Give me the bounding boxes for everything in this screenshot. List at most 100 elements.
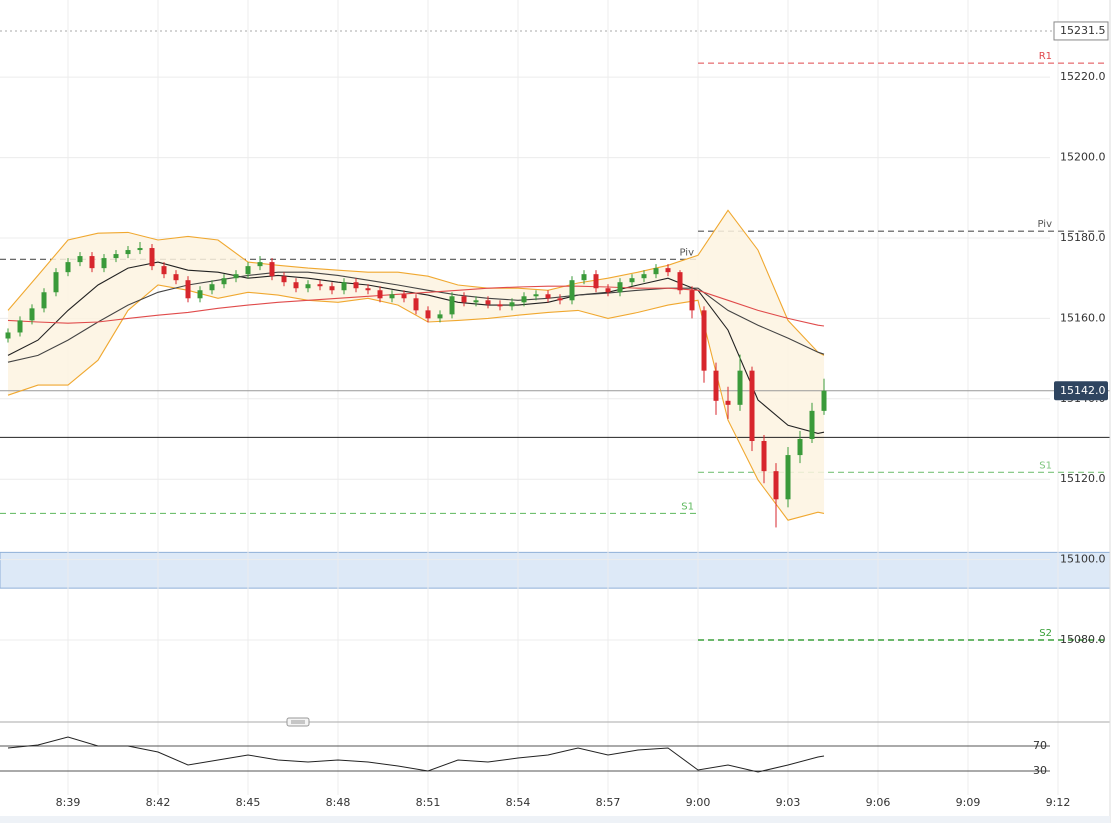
price-tag bbox=[1053, 21, 1109, 41]
candle-body bbox=[461, 296, 467, 303]
candle-body bbox=[749, 370, 755, 442]
x-tick-label: 9:00 bbox=[686, 796, 711, 809]
candle-body bbox=[521, 296, 527, 303]
candle-body bbox=[389, 294, 395, 299]
candle-body bbox=[449, 296, 455, 315]
candle-body bbox=[497, 304, 503, 307]
x-tick-label: 9:12 bbox=[1046, 796, 1071, 809]
candle-body bbox=[425, 310, 431, 319]
candle-body bbox=[89, 256, 95, 269]
x-tick-label: 8:39 bbox=[56, 796, 81, 809]
candle-body bbox=[149, 248, 155, 267]
candle-body bbox=[785, 455, 791, 500]
candle-body bbox=[233, 274, 239, 279]
candle-body bbox=[797, 438, 803, 456]
candle-body bbox=[629, 278, 635, 283]
candle-body bbox=[821, 390, 827, 411]
candle-body bbox=[365, 288, 371, 291]
panel-resize-handle[interactable] bbox=[286, 717, 310, 727]
last-price-tag bbox=[1054, 381, 1108, 401]
candle-body bbox=[653, 268, 659, 275]
y-tick-label: 15200.0 bbox=[1060, 151, 1106, 164]
candle-body bbox=[605, 288, 611, 293]
candle-body bbox=[53, 272, 59, 293]
x-tick-label: 8:48 bbox=[326, 796, 351, 809]
candle-body bbox=[209, 284, 215, 291]
candle-body bbox=[161, 266, 167, 275]
y-tick-label: 15120.0 bbox=[1060, 472, 1106, 485]
candle-body bbox=[401, 294, 407, 299]
candle-body bbox=[173, 274, 179, 281]
price-tag-label: 15231.5 bbox=[1060, 24, 1106, 37]
indicator-line bbox=[7, 261, 825, 434]
y-tick-label: 15220.0 bbox=[1060, 70, 1106, 83]
candle-body bbox=[125, 250, 131, 255]
candle-body bbox=[437, 314, 443, 319]
x-tick-label: 8:45 bbox=[236, 796, 261, 809]
candle-body bbox=[377, 290, 383, 299]
candle-body bbox=[269, 262, 275, 277]
candle-body bbox=[137, 248, 143, 251]
candle-body bbox=[689, 290, 695, 311]
y-tick-label: 15080.0 bbox=[1060, 633, 1106, 646]
candle-body bbox=[473, 300, 479, 303]
candle-body bbox=[281, 276, 287, 283]
candle-body bbox=[509, 302, 515, 307]
rsi-line bbox=[7, 736, 825, 773]
pivot-label: Piv bbox=[679, 247, 694, 258]
candle-body bbox=[77, 256, 83, 263]
candle-body bbox=[293, 282, 299, 289]
candle-body bbox=[713, 370, 719, 401]
candle-body bbox=[29, 308, 35, 321]
candle-body bbox=[593, 274, 599, 289]
candle-body bbox=[341, 282, 347, 291]
y-tick-label: 15160.0 bbox=[1060, 311, 1106, 324]
indicator-line bbox=[7, 271, 825, 363]
indicator-line bbox=[7, 209, 825, 356]
candle-body bbox=[533, 294, 539, 297]
candle-body bbox=[677, 272, 683, 291]
x-tick-label: 8:42 bbox=[146, 796, 171, 809]
pivot-label: S1 bbox=[1039, 460, 1052, 471]
candle-body bbox=[197, 290, 203, 299]
x-tick-label: 9:06 bbox=[866, 796, 891, 809]
candle-body bbox=[305, 284, 311, 289]
highlight-zone bbox=[0, 551, 1111, 589]
x-tick-label: 9:03 bbox=[776, 796, 801, 809]
scrollbar-track[interactable] bbox=[0, 816, 1110, 823]
candle-body bbox=[701, 310, 707, 371]
candle-body bbox=[545, 294, 551, 299]
candle-body bbox=[41, 292, 47, 309]
candle-body bbox=[329, 286, 335, 291]
pivot-label: Piv bbox=[1037, 219, 1052, 230]
candle-body bbox=[317, 284, 323, 287]
candle-body bbox=[413, 298, 419, 311]
pivot-label: S1 bbox=[681, 501, 694, 512]
rsi-tick-label: 70 bbox=[1033, 739, 1047, 752]
pivot-label: R1 bbox=[1039, 51, 1052, 62]
candle-body bbox=[17, 320, 23, 333]
pivot-label: S2 bbox=[1039, 628, 1052, 639]
candle-body bbox=[761, 441, 767, 472]
candle-body bbox=[809, 410, 815, 439]
x-tick-label: 8:51 bbox=[416, 796, 441, 809]
candle-body bbox=[617, 282, 623, 293]
candle-body bbox=[485, 300, 491, 305]
last-price-label: 15142.0 bbox=[1060, 384, 1106, 397]
candle-body bbox=[665, 268, 671, 273]
candle-body bbox=[113, 254, 119, 259]
candle-body bbox=[557, 298, 563, 301]
candle-body bbox=[65, 262, 71, 273]
candle-body bbox=[221, 278, 227, 285]
x-tick-label: 9:09 bbox=[956, 796, 981, 809]
x-tick-label: 8:54 bbox=[506, 796, 531, 809]
candle-body bbox=[581, 274, 587, 281]
candle-body bbox=[641, 274, 647, 279]
candle-body bbox=[185, 280, 191, 299]
candle-body bbox=[257, 262, 263, 267]
candle-body bbox=[5, 332, 11, 339]
candle-body bbox=[725, 400, 731, 405]
